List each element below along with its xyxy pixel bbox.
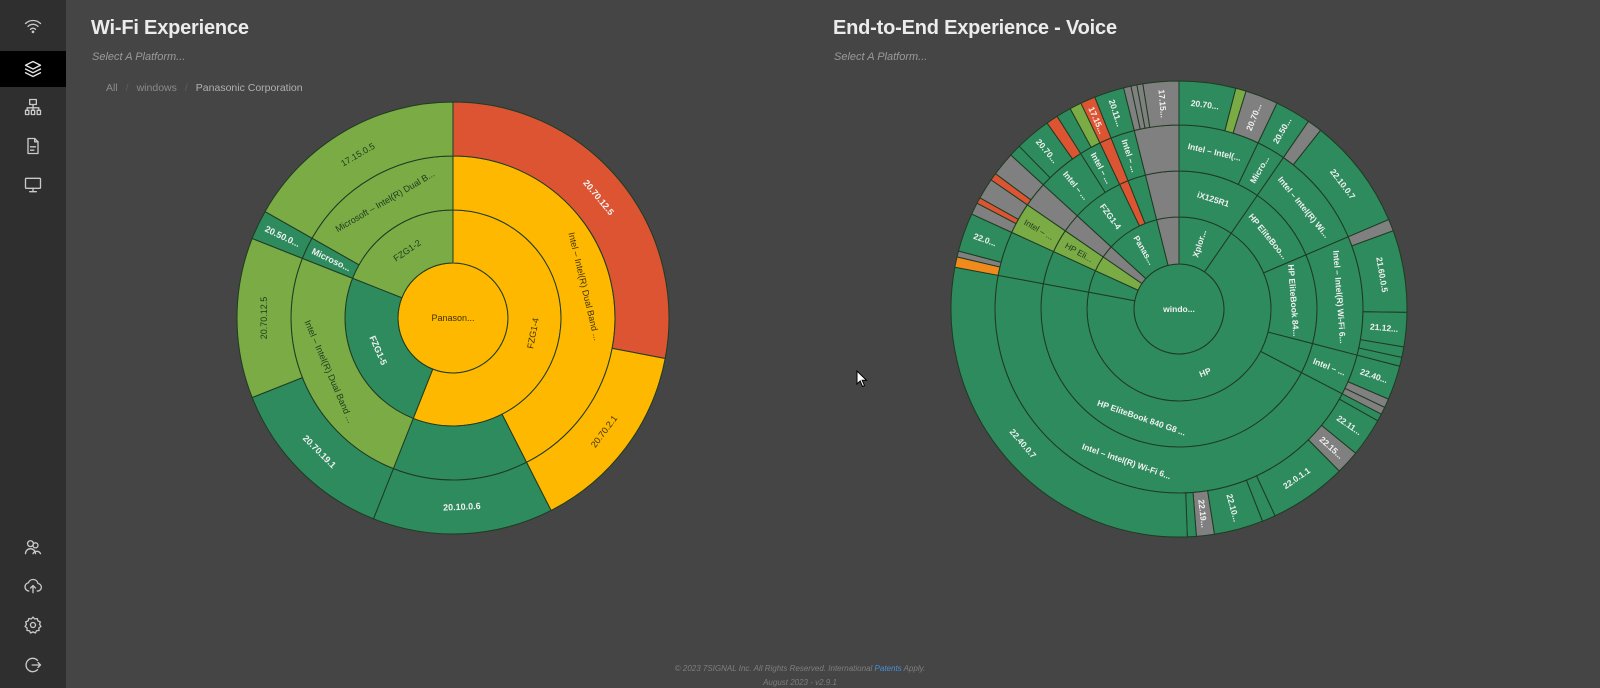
sidebar-item-layers[interactable] [0,51,66,87]
sunburst-segment[interactable] [452,101,670,360]
sidebar-item-users[interactable] [0,529,66,565]
voice-panel-title: End-to-End Experience - Voice [833,17,1117,39]
mouse-cursor-icon [856,370,868,388]
version-text: August 2023 - v2.9.1 [763,678,837,687]
sidebar-item-logout[interactable] [0,647,66,683]
sidebar-item-monitor[interactable] [0,167,66,203]
gear-icon [24,616,42,634]
voice-platform-select[interactable]: Select A Platform... [834,51,928,63]
users-icon [24,540,42,555]
breadcrumb-all[interactable]: All [106,82,118,94]
sidebar-item-wifi[interactable] [0,8,66,44]
logout-icon [25,657,42,673]
document-icon [27,137,39,155]
breadcrumb-separator: / [125,82,129,94]
wifi-platform-select[interactable]: Select A Platform... [92,51,186,63]
sunburst-segment[interactable] [1142,80,1180,128]
sunburst-segment[interactable] [264,101,454,239]
monitor-icon [24,177,42,193]
sidebar [0,0,66,688]
breadcrumb-windows[interactable]: windows [136,82,177,94]
wifi-sunburst: Panason... FZG1-4 Intel – Intel(R) Dual Ba… [236,101,670,535]
network-icon [24,98,42,116]
sidebar-item-network[interactable] [0,89,66,125]
copyright-text: © 2023 7SIGNAL Inc. All Rights Reserved.… [674,664,875,673]
breadcrumb-panasonic[interactable]: Panasonic Corporation [195,82,303,94]
breadcrumb: All / windows / Panasonic Corporation [106,82,303,94]
sidebar-item-upload[interactable] [0,568,66,604]
sidebar-item-settings[interactable] [0,607,66,643]
copyright-footer: © 2023 7SIGNAL Inc. All Rights Reserved.… [0,664,1600,673]
wifi-panel-title: Wi-Fi Experience [91,17,249,39]
breadcrumb-separator: / [184,82,188,94]
layers-icon [24,60,42,78]
wifi-icon [24,19,42,34]
sidebar-item-report[interactable] [0,128,66,164]
sunburst-segment[interactable] [397,262,509,374]
cloud-upload-icon [24,578,42,594]
patents-link[interactable]: Patents [874,664,902,673]
copyright-suffix: Apply. [901,664,926,673]
